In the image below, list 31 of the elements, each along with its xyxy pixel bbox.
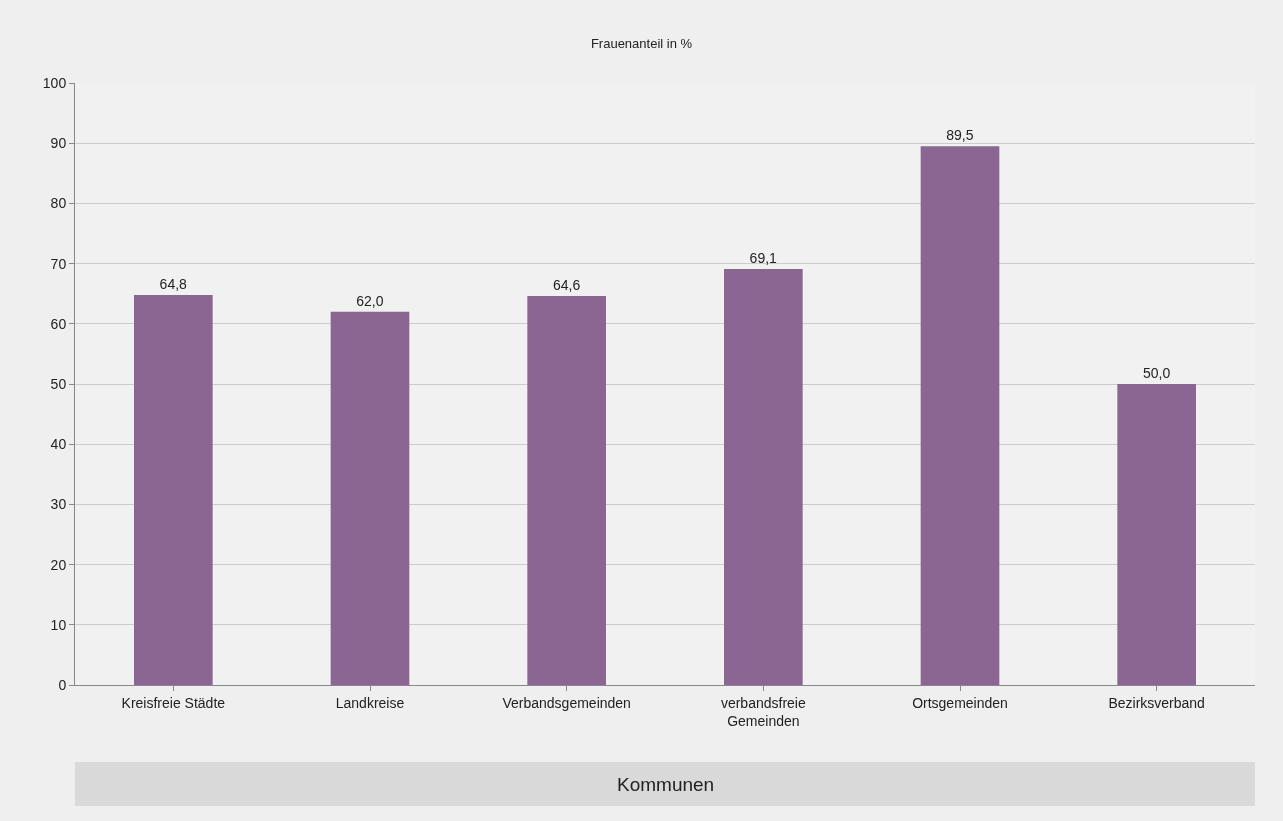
y-tick-label: 0 xyxy=(58,676,67,693)
x-tick-label: Ortsgemeinden xyxy=(912,694,1008,711)
chart-title: Frauenanteil in % xyxy=(590,35,693,51)
data-label: 62,0 xyxy=(356,292,384,309)
x-tick-label: Kreisfreie Städte xyxy=(121,694,226,711)
data-label: 64,6 xyxy=(552,277,581,294)
bar xyxy=(134,294,213,685)
bar xyxy=(330,311,410,685)
bar xyxy=(527,296,606,685)
bar xyxy=(1117,384,1196,685)
bar xyxy=(920,146,1000,685)
bar xyxy=(724,269,803,685)
y-tick-label: 60 xyxy=(50,315,67,332)
y-tick-label: 70 xyxy=(50,255,67,272)
x-tick-label: verbandsfreie Gemeinden xyxy=(720,694,806,729)
x-tick-label: Bezirksverband xyxy=(1108,694,1205,711)
y-tick-label: 100 xyxy=(42,74,67,91)
y-tick-label: 10 xyxy=(50,616,67,633)
data-label: 89,5 xyxy=(946,127,974,144)
y-tick-label: 80 xyxy=(50,195,67,212)
data-label: 64,8 xyxy=(159,275,188,292)
x-tick-label: Landkreise xyxy=(335,694,405,711)
y-tick-label: 40 xyxy=(50,436,67,453)
y-tick-label: 50 xyxy=(50,375,67,392)
y-tick-label: 20 xyxy=(50,556,67,573)
x-axis-title: Kommunen xyxy=(617,774,715,795)
y-tick-label: 90 xyxy=(50,135,67,152)
data-label: 69,1 xyxy=(749,250,778,267)
x-tick-label: Verbandsgemeinden xyxy=(502,694,631,711)
y-tick-label: 30 xyxy=(50,496,67,513)
data-label: 50,0 xyxy=(1142,365,1171,381)
